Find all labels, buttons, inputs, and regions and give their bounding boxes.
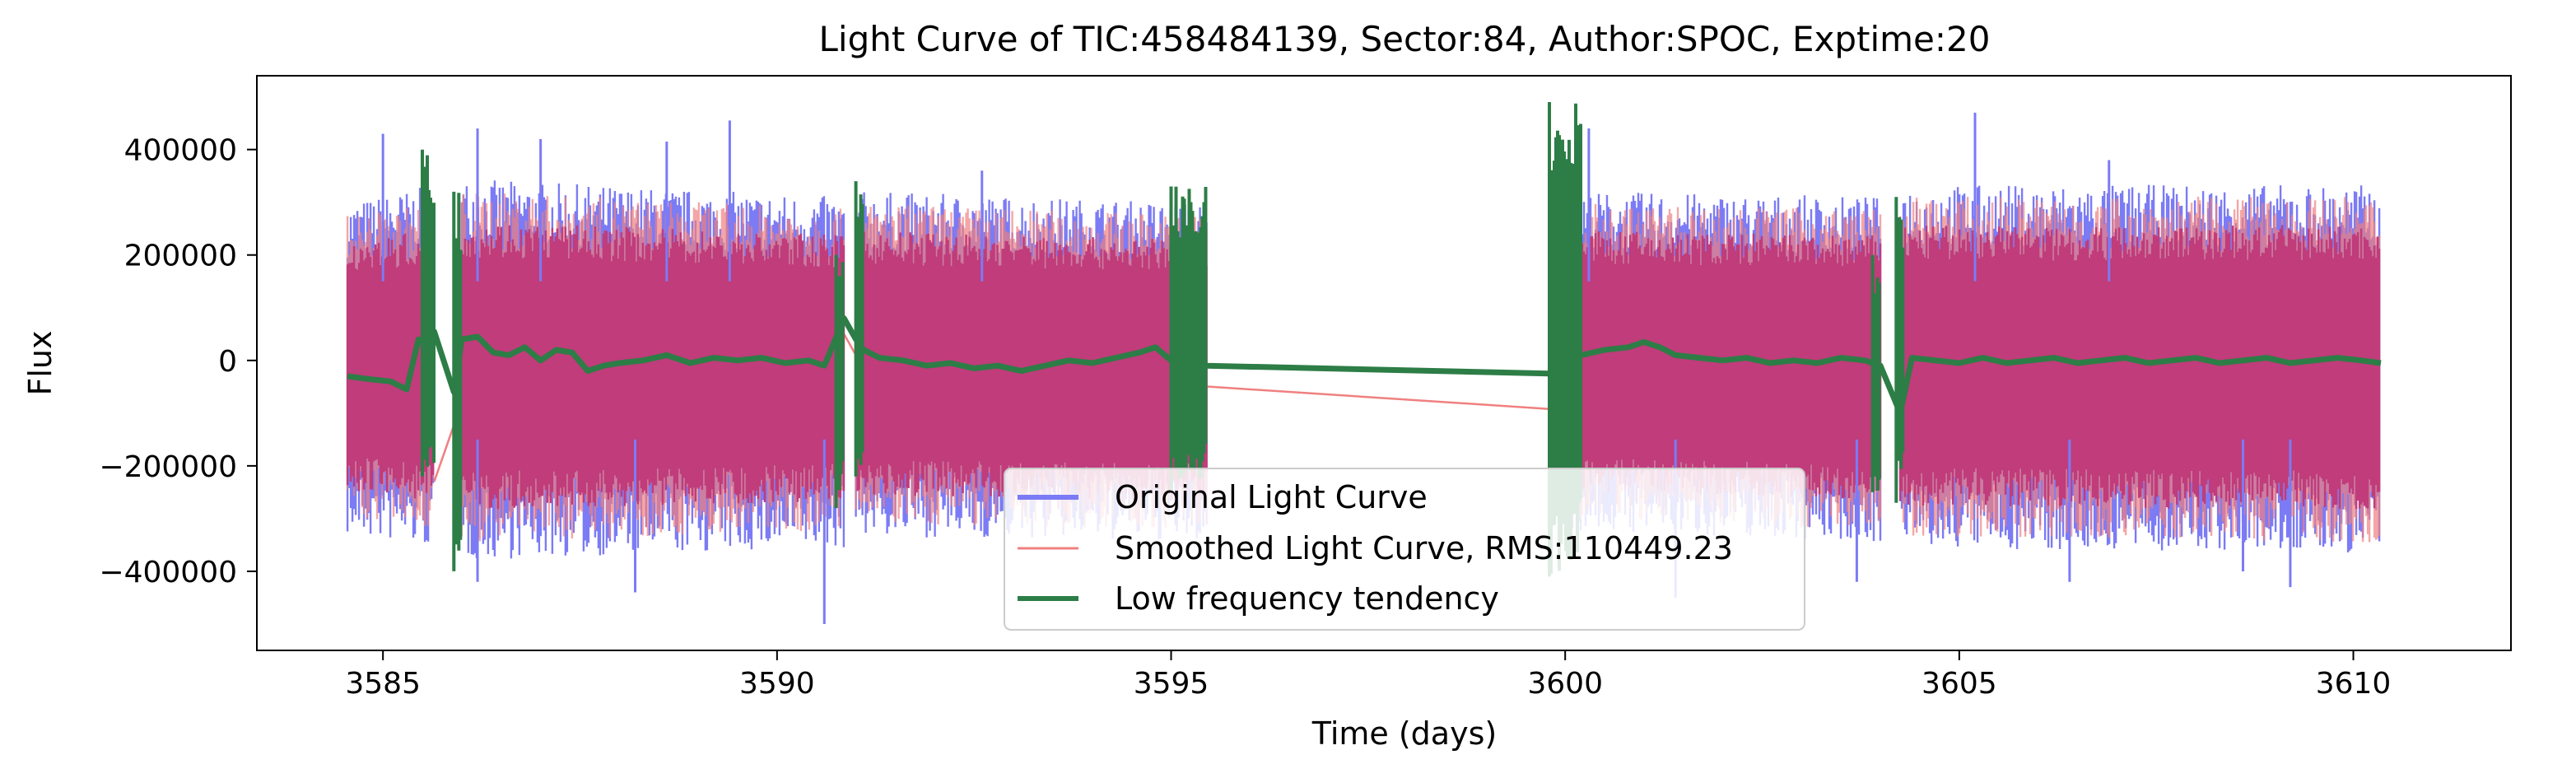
x-tick-label-3610: 3610 [2316,667,2392,701]
smoothed-gap-line-2 [1171,383,1573,412]
overlap-segment-1 [460,225,845,510]
series-low-frequency-tendency [347,102,2382,577]
tendency-burst-6 [1870,254,1881,492]
y-axis-label: Flux [22,331,58,396]
plot-area [346,102,2382,624]
y-tick-label-400000: 400000 [124,134,237,168]
legend-label-smoothed: Smoothed Light Curve, RMS:110449.23 [1115,530,1733,566]
y-tick-label-200000: 200000 [124,240,237,273]
y-tick-label--400000: −400000 [99,556,237,589]
tendency-burst-0 [421,149,436,477]
x-axis: 3585 3590 3595 3600 3605 3610 [345,650,2391,701]
tendency-burst-7 [1894,197,1905,503]
smoothed-gap-line-1 [843,333,857,356]
chart-title: Light Curve of TIC:458484139, Sector:84,… [819,19,1991,59]
overlap-segment-3 [1548,231,1882,499]
tendency-burst-5 [1548,102,1582,577]
legend-label-original: Original Light Curve [1115,479,1428,515]
x-axis-label: Time (days) [1311,715,1497,752]
legend-label-low-frequency: Low frequency tendency [1115,580,1499,617]
legend: Original Light Curve Smoothed Light Curv… [1004,468,1805,631]
tendency-line [347,315,2382,417]
tendency-burst-3 [854,181,864,477]
tendency-burst-4 [1169,186,1208,492]
axes-frame [256,75,2512,651]
x-tick-label-3605: 3605 [1922,667,1997,701]
y-axis: 400000 200000 0 −200000 −400000 [99,134,257,589]
x-tick-label-3590: 3590 [739,667,815,701]
x-tick-label-3585: 3585 [345,667,421,701]
y-tick-label--200000: −200000 [99,450,237,484]
x-tick-label-3600: 3600 [1527,667,1603,701]
overlap-segment-4 [1898,225,2381,510]
y-tick-label-0: 0 [218,345,237,379]
x-tick-label-3595: 3595 [1134,667,1209,701]
overlap-segment-0 [346,233,435,499]
tendency-burst-2 [834,254,845,509]
overlap-segment-2 [855,231,1208,501]
legend-box [1004,468,1805,631]
